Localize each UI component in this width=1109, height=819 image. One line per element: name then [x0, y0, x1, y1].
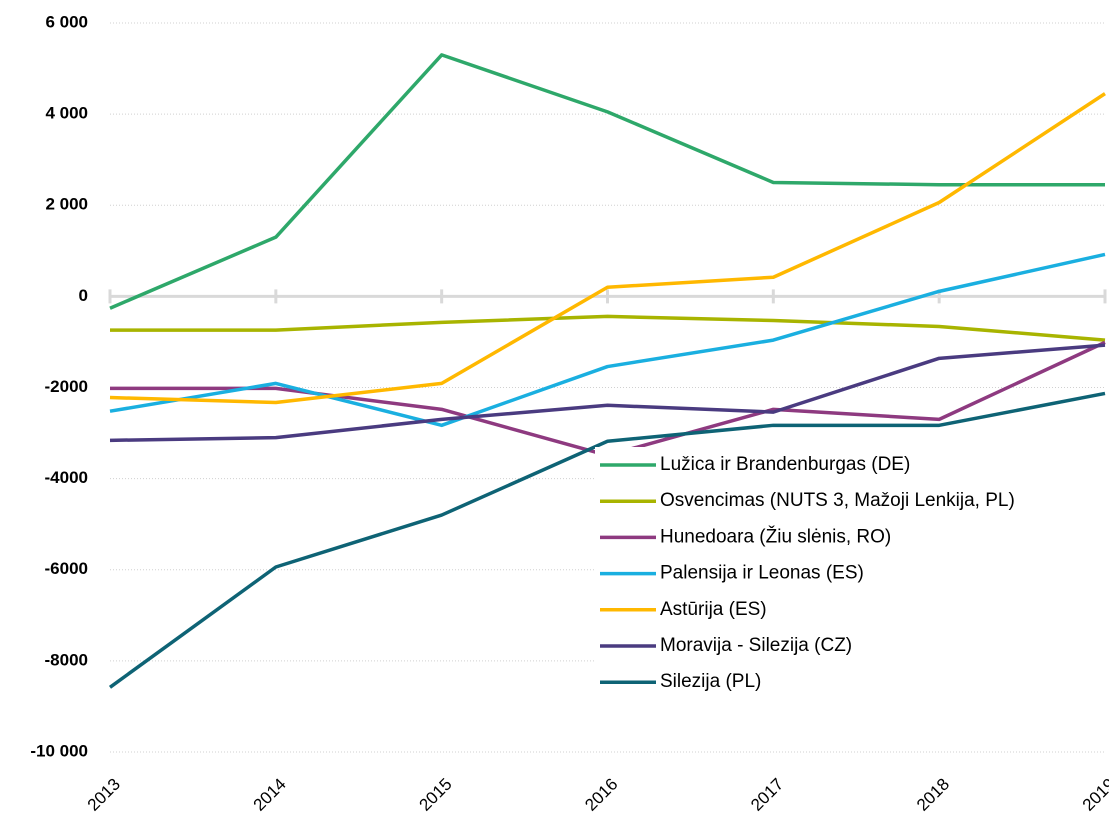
legend-label: Hunedoara (Žiu slėnis, RO) [660, 525, 891, 547]
y-tick-label: -6000 [45, 559, 88, 578]
series-line [108, 391, 1106, 689]
x-tick-label: 2017 [747, 775, 787, 815]
y-tick-label: -8000 [45, 650, 88, 669]
legend-label: Palensija ir Leonas (ES) [660, 563, 864, 584]
y-tick-label: -4000 [45, 468, 88, 487]
legend-label: Osvencimas (NUTS 3, Mažoji Lenkija, PL) [660, 490, 1015, 511]
series-line [109, 53, 1105, 310]
series-line [110, 314, 1106, 342]
series-line [109, 343, 1106, 443]
y-tick-label: -2000 [45, 377, 88, 396]
series-line [109, 252, 1106, 428]
x-tick-label: 2019 [1079, 775, 1109, 815]
x-tick-label: 2015 [415, 775, 455, 815]
x-tick-label: 2018 [913, 775, 953, 815]
y-tick-label: 6 000 [45, 12, 88, 31]
legend-label: Moravija - Silezija (CZ) [660, 635, 852, 656]
y-tick-label: 0 [79, 286, 88, 305]
series-line [109, 92, 1106, 405]
y-tick-label: 4 000 [45, 104, 88, 123]
y-tick-label: -10 000 [30, 741, 88, 760]
x-tick-label: 2013 [84, 775, 124, 815]
x-tick-label: 2016 [581, 775, 621, 815]
legend-label: Silezija (PL) [660, 671, 761, 692]
legend-box [595, 447, 1105, 705]
y-tick-label: 2 000 [45, 195, 88, 214]
x-tick-label: 2014 [250, 775, 290, 815]
legend-label: Lužica ir Brandenburgas (DE) [660, 454, 910, 475]
legend-label: Astūrija (ES) [660, 599, 767, 620]
